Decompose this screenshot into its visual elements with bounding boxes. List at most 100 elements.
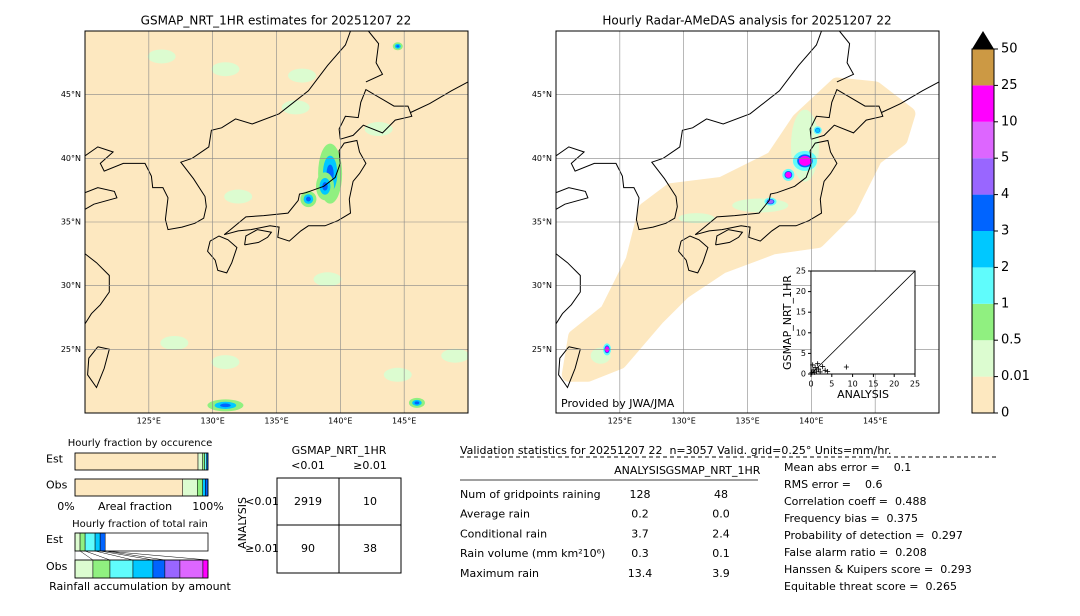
score: Hanssen & Kuipers score = 0.293 (784, 563, 972, 576)
scatter-point (812, 364, 818, 370)
fraction-segment (109, 559, 134, 579)
scatter-point (825, 369, 831, 375)
col-header: ≥0.01 (353, 459, 387, 472)
y-axis-label: GSMAP_NRT_1HR (781, 275, 794, 370)
colorbar-label: 0 (1001, 406, 1009, 421)
stat-value: 0.1 (712, 547, 730, 560)
map-frame (84, 30, 469, 414)
score: False alarm ratio = 0.208 (784, 546, 927, 559)
connector (105, 550, 209, 561)
x-tick-label: 15 (868, 380, 878, 389)
table-cell: 2919 (294, 495, 322, 508)
lon-label: 125°E (608, 417, 632, 426)
coastline (556, 31, 822, 231)
colorbar-segment (972, 85, 994, 122)
fraction-segment (99, 532, 106, 552)
coastline (365, 31, 384, 83)
colorbar-segment (972, 340, 994, 377)
bar-frame (74, 559, 209, 579)
lat-label: 45°N (61, 90, 81, 99)
y-tick-label: 15 (796, 308, 806, 317)
light-rain (364, 122, 393, 137)
row-axis: ANALYSIS (236, 497, 249, 549)
bar-frame (74, 478, 209, 497)
colorbar-extend (972, 31, 994, 49)
coastline (809, 88, 884, 140)
right-map-title: Hourly Radar-AMeDAS analysis for 2025120… (602, 14, 891, 28)
table-cell: 10 (363, 495, 377, 508)
stat-column: ANALYSIS (614, 464, 666, 477)
colorbar-segment (972, 121, 994, 159)
validation-header: Validation statistics for 20251207 22 n=… (460, 444, 891, 457)
light-rain (147, 49, 176, 64)
diagonal (810, 270, 916, 375)
lon-label: 135°E (264, 417, 288, 426)
y-tick-label: 20 (796, 287, 806, 296)
connector (100, 550, 153, 561)
rain-area (798, 155, 811, 166)
total-rain-title: Hourly fraction of total rain (72, 519, 208, 530)
lon-label: 135°E (735, 417, 759, 426)
x-axis-label: ANALYSIS (837, 388, 889, 401)
light-rain (211, 355, 240, 370)
connector (105, 550, 165, 561)
colorbar-label: 3 (1001, 224, 1009, 239)
fraction-segment (132, 559, 154, 579)
stat-value: 48 (714, 488, 728, 501)
lon-label: 130°E (672, 417, 696, 426)
scatter-point (815, 366, 821, 372)
coastline (410, 81, 468, 113)
contingency-title: GSMAP_NRT_1HR (292, 444, 387, 457)
lat-label: 35°N (61, 218, 81, 227)
light-rain (383, 367, 412, 382)
rain-area (220, 403, 231, 408)
coastline (881, 81, 939, 113)
rain-area (306, 196, 311, 202)
coastline (715, 229, 744, 246)
score: Probability of detection = 0.297 (784, 529, 963, 542)
fraction-segment (202, 478, 206, 497)
scatter-point (822, 367, 828, 373)
fraction-segment (202, 452, 205, 471)
fraction-segment (152, 559, 166, 579)
lat-label: 25°N (532, 345, 552, 354)
score: Mean abs error = 0.1 (784, 461, 911, 474)
coastline (207, 235, 238, 274)
stat-value: 2.4 (712, 527, 730, 540)
light-rain (678, 213, 715, 224)
x-tick-label: 25 (910, 380, 920, 389)
fraction-segment (202, 559, 209, 579)
table-cell: 90 (301, 542, 315, 555)
coastline (85, 31, 351, 231)
score: Equitable threat score = 0.265 (784, 580, 957, 593)
row-label: Obs (46, 479, 68, 492)
lat-label: 40°N (61, 154, 81, 163)
row-header: <0.01 (245, 495, 279, 508)
axis-right: 100% (192, 500, 223, 513)
axis-left: 0% (57, 500, 74, 513)
stat-value: 13.4 (628, 567, 653, 580)
coastline (556, 253, 581, 325)
map-body (556, 31, 939, 413)
col-header: <0.01 (291, 459, 325, 472)
scatter-point (811, 369, 817, 375)
fraction-segment (74, 559, 94, 579)
y-tick-label: 25 (796, 267, 806, 276)
rain-area (785, 171, 792, 178)
colorbar-segment (972, 158, 994, 195)
row-header: ≥0.01 (245, 542, 279, 555)
stat-label: Maximum rain (460, 567, 539, 580)
coastline (85, 253, 110, 325)
fraction-segment (164, 559, 181, 579)
map-frame (555, 30, 940, 414)
connector (79, 550, 94, 561)
map_left-map: 45°N 40°N 35°N 30°N 25°N 125°E 130°E 135°E 140°E… (61, 30, 469, 426)
rain-area (815, 128, 820, 133)
lat-label: 30°N (61, 281, 81, 290)
left-map-title: GSMAP_NRT_1HR estimates for 20251207 22 (141, 14, 412, 28)
coastline (836, 31, 855, 83)
light-rain (732, 198, 789, 213)
lat-label: 45°N (532, 90, 552, 99)
lat-label: 25°N (61, 345, 81, 354)
